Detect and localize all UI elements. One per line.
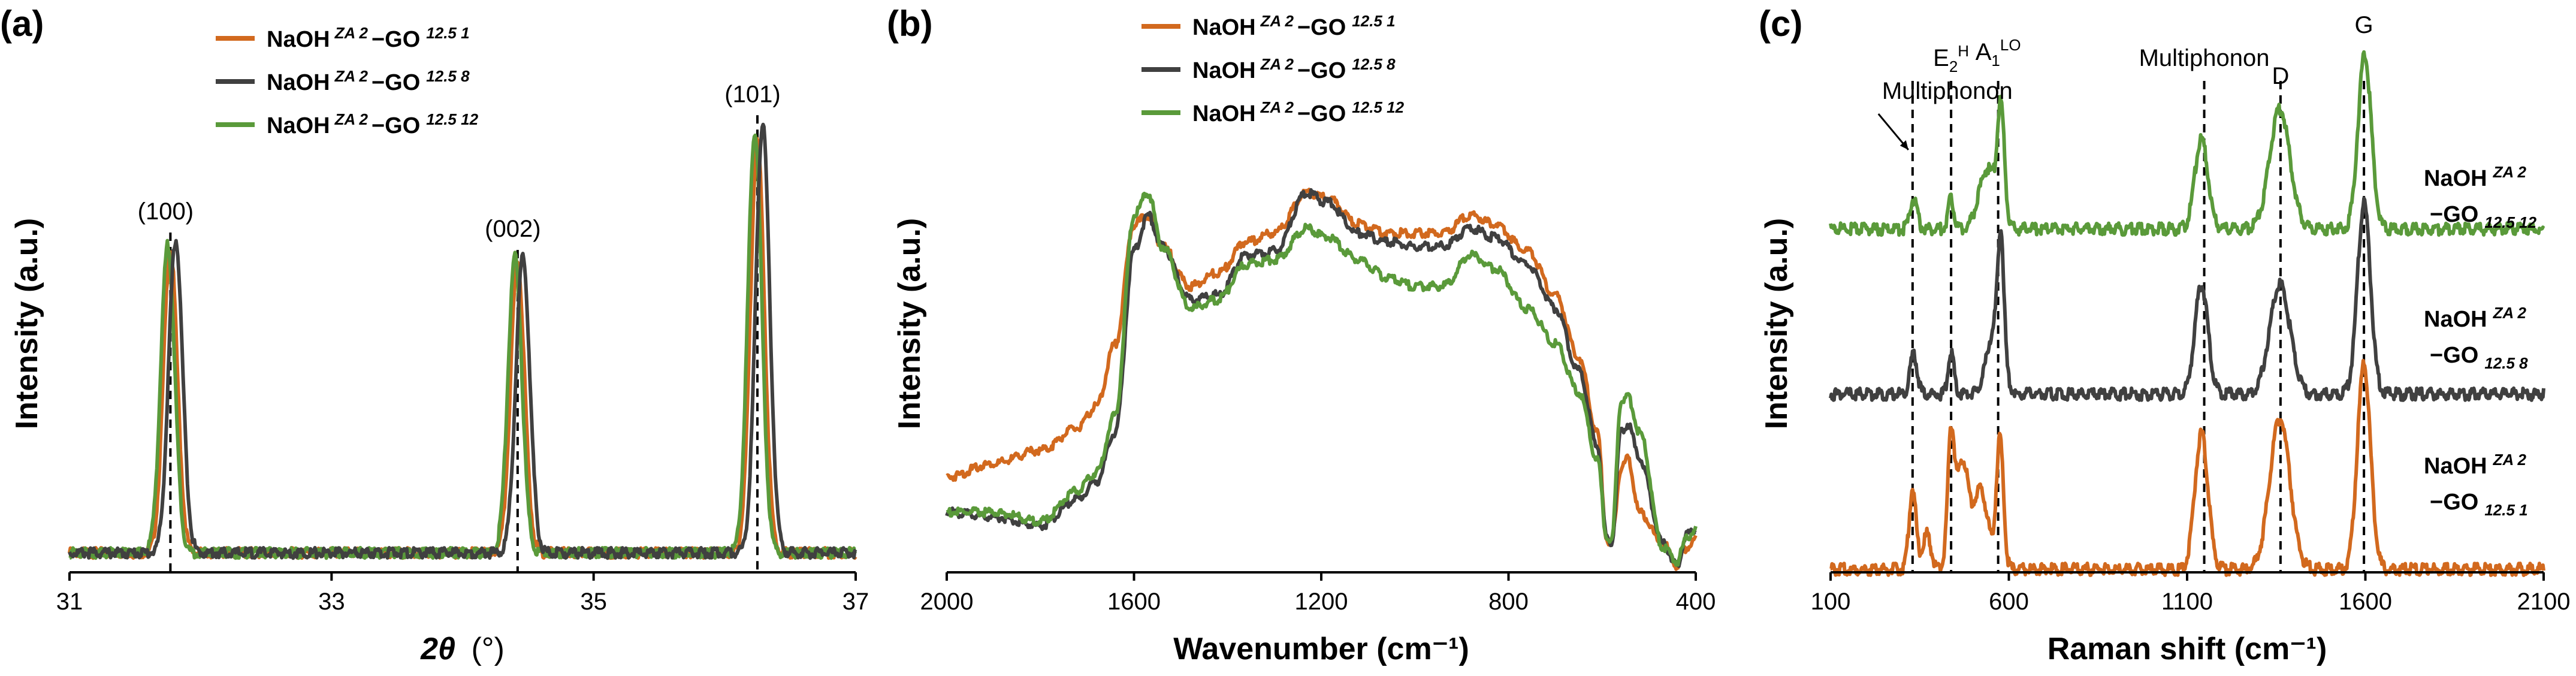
panel-a-xlabel-unit: (°): [471, 632, 504, 666]
panel-c-series-3: [1829, 50, 2545, 237]
panel-c-series-label-1-line1: NaOH ZA 2: [2424, 451, 2526, 479]
panel-c-series-2: [1829, 197, 2545, 402]
panel-c-series-label-2-line1: NaOH ZA 2: [2424, 304, 2526, 332]
panel-a-tick-label-1: 33: [318, 589, 345, 615]
panel-b-series-2: [945, 188, 1697, 568]
panel-a-peak-label-0: (100): [138, 198, 194, 225]
panel-c-annotation-1: E2H: [1933, 42, 1969, 76]
panel-b-label: (b): [887, 4, 933, 44]
panel-c-tick-label-1: 600: [1989, 589, 2029, 615]
panel-c-tick-label-2: 1100: [2161, 589, 2213, 615]
panel-c-series-label-3-line2: −GO 12.5 12: [2430, 202, 2537, 231]
panel-c-marker-lines: [1911, 81, 2366, 572]
panel-c-series-label-2-line2: −GO 12.5 8: [2430, 343, 2528, 372]
panel-c-annotation-2: A1LO: [1976, 36, 2021, 70]
panel-b-tick-label-1: 1600: [1107, 589, 1161, 615]
panel-a-series-2: [68, 122, 857, 560]
panel-b-tick-label-3: 800: [1488, 589, 1529, 615]
panel-a-label: (a): [0, 4, 44, 44]
panel-c-ticks: 100 600 1100 1600 2100: [1811, 572, 2571, 615]
panel-b-ticks: 2000 1600 1200 800 400: [920, 572, 1716, 615]
panel-a-ticks: 31 33 35 37: [56, 572, 869, 615]
panel-c-raman: (c) Intensity (a.u.) 100 600 1100 1600 2100 …: [1759, 4, 2570, 666]
panel-b-xlabel: Wavenumber (cm⁻¹): [1173, 632, 1469, 666]
panel-a-xrd: (a) Intensity (a.u.) (100)(002)(101) 31 3…: [0, 4, 869, 666]
legend-a-entry-1: NaOH ZA 2 −GO 12.5 1: [267, 24, 470, 52]
panel-b-ylabel: Intensity (a.u.): [892, 218, 927, 429]
panel-c-annotation-arrowhead: [1899, 140, 1908, 150]
panel-c-series-labels: NaOH ZA 2 −GO 12.5 1 NaOH ZA 2 −GO 12.5 8 NaOH ZA…: [2424, 163, 2537, 519]
panel-a-xlabel: 2θ (°): [420, 632, 505, 666]
panel-c-series-label-1-line2: −GO 12.5 1: [2430, 490, 2528, 519]
panel-b-tick-label-2: 1200: [1295, 589, 1348, 615]
panel-c-tick-label-0: 100: [1811, 589, 1851, 615]
panel-b-ftir: (b) Intensity (a.u.) 2000 1600 1200 800 400 …: [887, 4, 1716, 666]
panel-a-tick-label-0: 31: [56, 589, 83, 615]
panel-c-series-label-3-line1: NaOH ZA 2: [2424, 163, 2526, 191]
panel-b-plot: [945, 188, 1698, 571]
panel-b-series-1: [946, 188, 1698, 571]
panel-c-plot: [1829, 50, 2545, 577]
panel-a-plot: (100) (002) (101): [68, 81, 857, 572]
legend-b-entry-1: NaOH ZA 2 −GO 12.5 1: [1192, 12, 1396, 40]
panel-c-series-1: [1829, 358, 2545, 577]
panel-c-annotation-3: Multiphonon: [2139, 45, 2270, 71]
panel-c-annotation-4: D: [2272, 63, 2289, 89]
panel-a-legend: NaOH ZA 2 −GO 12.5 1 NaOH ZA 2 −GO 12.5 8 NaOH…: [216, 24, 479, 138]
panel-b-tick-label-4: 400: [1676, 589, 1716, 615]
panel-b-series-3: [946, 191, 1698, 567]
panel-c-annotation-5: G: [2355, 12, 2373, 38]
panel-a-tick-label-2: 35: [580, 589, 607, 615]
panel-a-peak-label-1: (002): [485, 216, 540, 242]
panel-c-label: (c): [1759, 4, 1802, 44]
panel-c-tick-label-4: 2100: [2517, 589, 2571, 615]
legend-a-entry-3: NaOH ZA 2 −GO 12.5 12: [267, 110, 479, 138]
legend-b-entry-3: NaOH ZA 2 −GO 12.5 12: [1192, 98, 1405, 126]
panel-b-legend: NaOH ZA 2 −GO 12.5 1 NaOH ZA 2 −GO 12.5 8 NaOH…: [1141, 12, 1405, 126]
panel-a-peak-label-2: (101): [724, 81, 780, 107]
panel-a-xlabel-symbol: 2θ: [420, 632, 455, 666]
panel-b-tick-label-0: 2000: [920, 589, 974, 615]
legend-b-entry-2: NaOH ZA 2 −GO 12.5 8: [1192, 55, 1396, 83]
panel-a-tick-label-3: 37: [842, 589, 869, 615]
panel-c-xlabel: Raman shift (cm⁻¹): [2047, 632, 2327, 666]
panel-a-ylabel: Intensity (a.u.): [10, 218, 44, 429]
legend-a-entry-2: NaOH ZA 2 −GO 12.5 8: [267, 67, 470, 95]
panel-c-tick-label-3: 1600: [2339, 589, 2392, 615]
panel-c-annotation-0: Multiphonon: [1882, 78, 2013, 104]
panel-c-ylabel: Intensity (a.u.): [1759, 218, 1794, 429]
